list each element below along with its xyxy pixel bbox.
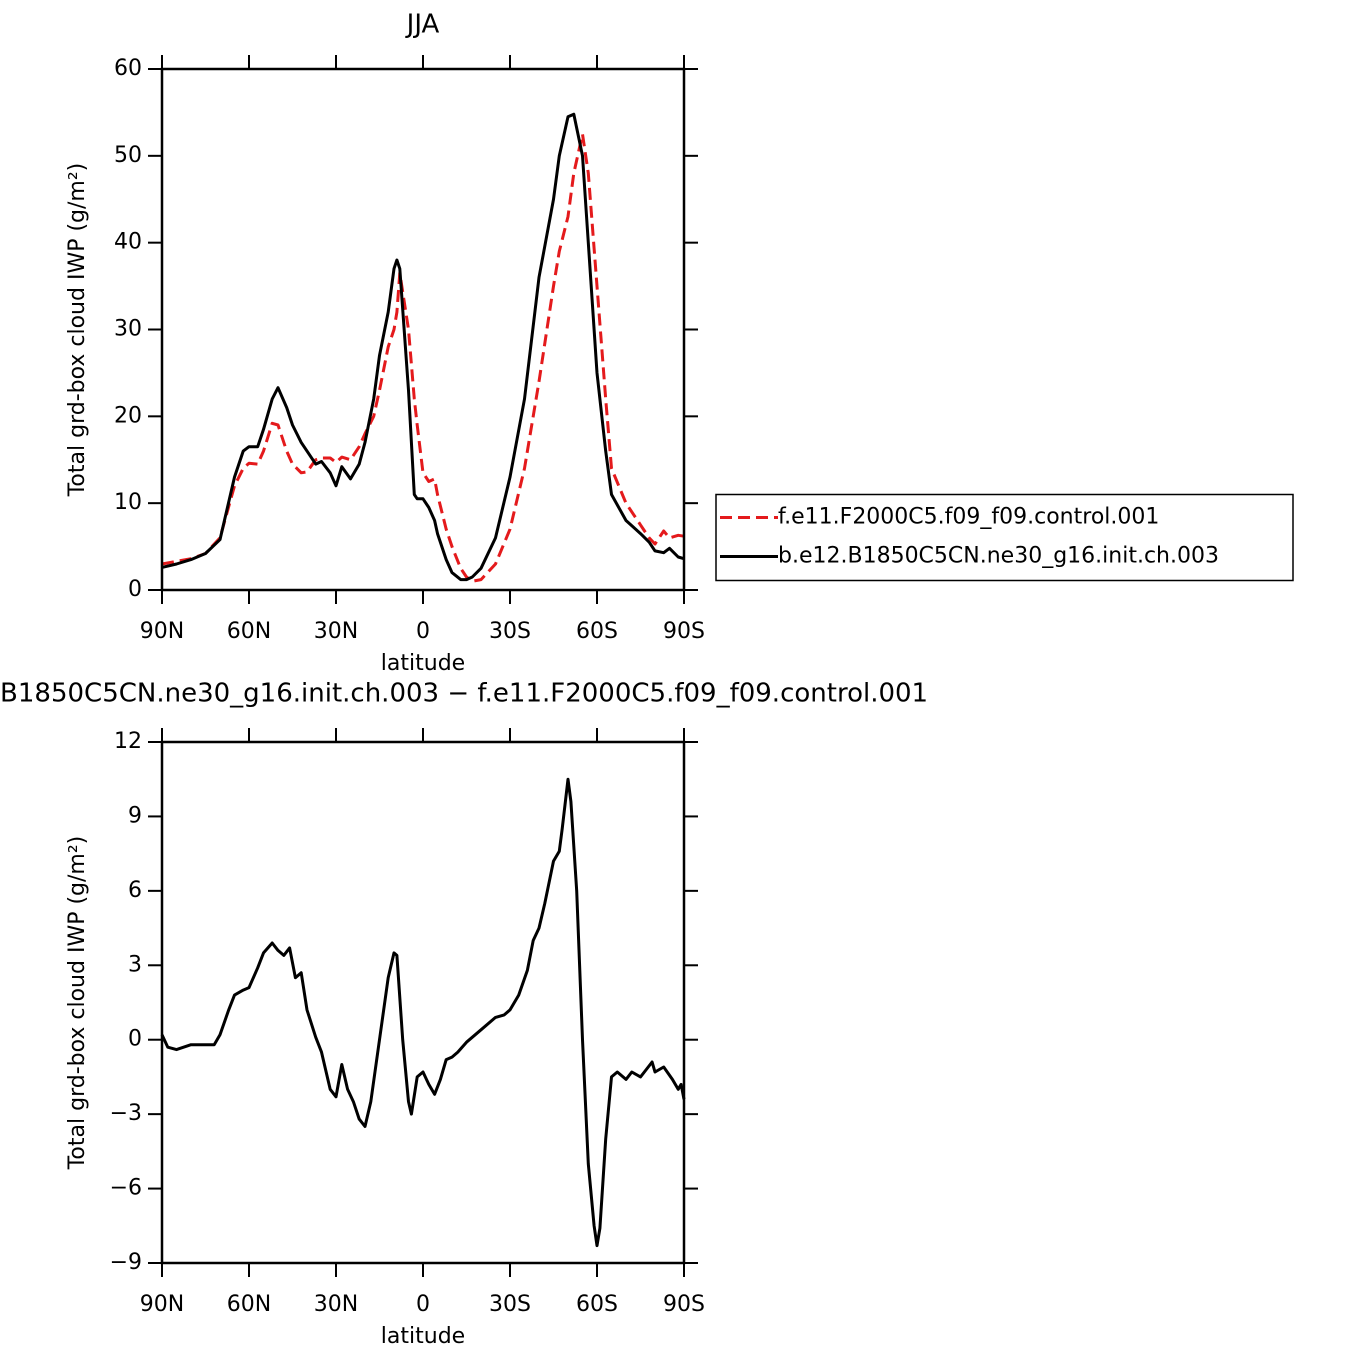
x-tick-label: 30S — [489, 1292, 531, 1317]
x-tick-label: 30N — [314, 619, 358, 644]
plot-frame — [160, 67, 686, 592]
data-line — [161, 132, 685, 583]
y-tick-label: 3 — [128, 952, 142, 977]
legend-label: b.e12.B1850C5CN.ne30_g16.init.ch.003 — [778, 544, 1219, 569]
y-tick-label: 9 — [128, 803, 142, 828]
y-tick-label: 40 — [114, 230, 142, 255]
x-tick-label: 60N — [227, 619, 271, 644]
y-tick-label: 60 — [114, 56, 142, 81]
y-tick-label: −3 — [110, 1101, 142, 1126]
y-tick-label: 10 — [114, 490, 142, 515]
x-tick-label: 90N — [140, 619, 184, 644]
data-line — [160, 777, 686, 1248]
x-tick-label: 0 — [416, 1292, 430, 1317]
y-tick-label: 30 — [114, 317, 142, 342]
x-tick-label: 30S — [489, 619, 531, 644]
y-tick-label: −6 — [110, 1176, 142, 1201]
chart-title: JJA — [405, 10, 440, 40]
x-tick-label: 60S — [576, 1292, 618, 1317]
x-tick-label: 0 — [416, 619, 430, 644]
y-tick-label: −9 — [110, 1250, 142, 1275]
x-tick-label: 30N — [314, 1292, 358, 1317]
y-axis-label: Total grd-box cloud IWP (g/m²) — [65, 163, 90, 498]
legend-box — [715, 493, 1294, 582]
data-line — [161, 112, 685, 582]
y-tick-label: 12 — [114, 729, 142, 754]
x-tick-label: 90S — [663, 619, 705, 644]
x-tick-label: 90S — [663, 1292, 705, 1317]
y-tick-label: 6 — [128, 878, 142, 903]
y-tick-label: 20 — [114, 403, 142, 428]
y-tick-label: 0 — [128, 1027, 142, 1052]
chart-title: b.e12.B1850C5CN.ne30_g16.init.ch.003 − f… — [0, 679, 928, 709]
x-axis-label: latitude — [381, 1324, 465, 1349]
legend-label: f.e11.F2000C5.f09_f09.control.001 — [778, 505, 1159, 530]
x-tick-label: 60N — [227, 1292, 271, 1317]
x-axis-label: latitude — [381, 651, 465, 676]
x-tick-label: 60S — [576, 619, 618, 644]
y-axis-label: Total grd-box cloud IWP (g/m²) — [65, 836, 90, 1171]
plot-frame — [160, 740, 686, 1265]
x-tick-label: 90N — [140, 1292, 184, 1317]
y-tick-label: 0 — [128, 577, 142, 602]
y-tick-label: 50 — [114, 143, 142, 168]
